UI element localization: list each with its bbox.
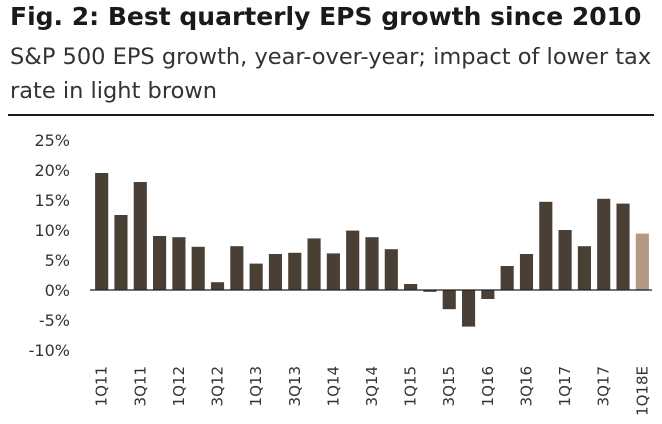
bar-base-2Q14 <box>346 230 360 290</box>
bar-base-1Q15 <box>404 284 418 290</box>
x-tick-label: 1Q12 <box>170 366 188 406</box>
bar-base-3Q16 <box>519 254 534 290</box>
y-tick-label: 5% <box>45 251 70 270</box>
title-divider <box>8 114 654 116</box>
bar-base-1Q13 <box>249 263 263 290</box>
y-tick-label: -5% <box>39 311 70 330</box>
chart-subtitle: S&P 500 EPS growth, year-over-year; impa… <box>10 44 652 104</box>
bar-base-3Q17 <box>597 198 611 290</box>
x-tick-label: 1Q16 <box>479 366 497 406</box>
x-tick-label: 1Q18E <box>633 366 651 416</box>
bar-base-1Q16 <box>481 290 495 299</box>
y-tick-label: 20% <box>34 161 70 180</box>
y-tick-label: 10% <box>34 221 70 240</box>
x-tick-label: 3Q17 <box>595 366 613 406</box>
x-tick-label: 1Q17 <box>556 366 574 406</box>
bar-base-4Q16 <box>539 201 553 290</box>
bar-base-1Q12 <box>172 237 186 290</box>
bar-base-1Q11 <box>95 173 109 290</box>
bar-base-1Q14 <box>326 253 340 290</box>
y-tick-label: 0% <box>45 281 70 300</box>
y-tick-label: -10% <box>29 341 70 360</box>
y-tick-label: 15% <box>34 191 70 210</box>
bar-base-4Q17 <box>616 203 630 290</box>
bar-base-4Q13 <box>307 238 321 290</box>
bar-base-2Q13 <box>268 254 283 290</box>
x-tick-label: 3Q13 <box>286 366 304 406</box>
bar-base-3Q14 <box>365 237 379 290</box>
bar-base-4Q15 <box>461 290 476 327</box>
x-tick-label: 1Q13 <box>247 366 265 406</box>
bar-base-2Q15 <box>423 290 437 292</box>
bar-tax-1Q18E <box>635 233 649 290</box>
y-tick-label: 25% <box>34 131 70 150</box>
bar-base-3Q11 <box>133 182 147 290</box>
bar-base-2Q11 <box>114 215 128 290</box>
chart-title: Fig. 2: Best quarterly EPS growth since … <box>10 2 642 31</box>
bar-base-1Q17 <box>558 230 572 290</box>
bar-base-4Q12 <box>230 246 244 290</box>
x-tick-label: 1Q11 <box>93 366 111 406</box>
x-tick-label: 3Q12 <box>209 366 227 406</box>
x-tick-label: 1Q15 <box>402 366 420 406</box>
bar-base-2Q17 <box>577 246 591 290</box>
x-tick-label: 3Q14 <box>363 366 381 406</box>
bar-base-3Q12 <box>210 282 225 290</box>
x-tick-label: 3Q15 <box>440 366 458 406</box>
bar-base-2Q16 <box>500 266 514 290</box>
bar-base-2Q12 <box>191 246 205 290</box>
bar-base-4Q14 <box>384 249 398 290</box>
x-tick-label: 3Q16 <box>517 366 535 406</box>
bar-base-3Q15 <box>442 290 456 310</box>
x-tick-label: 1Q14 <box>324 366 342 406</box>
x-tick-label: 3Q11 <box>131 366 149 406</box>
bar-base-4Q11 <box>153 236 167 290</box>
bar-base-3Q13 <box>288 252 302 290</box>
